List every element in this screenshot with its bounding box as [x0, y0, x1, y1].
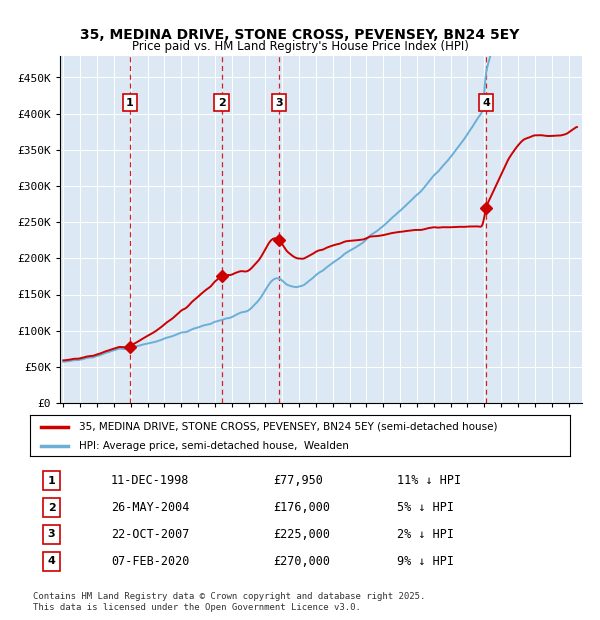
Text: 11% ↓ HPI: 11% ↓ HPI	[397, 474, 461, 487]
Text: 07-FEB-2020: 07-FEB-2020	[111, 555, 190, 568]
Text: 35, MEDINA DRIVE, STONE CROSS, PEVENSEY, BN24 5EY (semi-detached house): 35, MEDINA DRIVE, STONE CROSS, PEVENSEY,…	[79, 422, 497, 432]
Text: 5% ↓ HPI: 5% ↓ HPI	[397, 501, 454, 514]
Text: 22-OCT-2007: 22-OCT-2007	[111, 528, 190, 541]
Text: 2: 2	[48, 503, 55, 513]
Text: 9% ↓ HPI: 9% ↓ HPI	[397, 555, 454, 568]
Text: 3: 3	[48, 529, 55, 539]
Text: 4: 4	[482, 98, 490, 108]
Text: 26-MAY-2004: 26-MAY-2004	[111, 501, 190, 514]
Text: 3: 3	[275, 98, 283, 108]
Text: HPI: Average price, semi-detached house,  Wealden: HPI: Average price, semi-detached house,…	[79, 441, 349, 451]
Text: 35, MEDINA DRIVE, STONE CROSS, PEVENSEY, BN24 5EY: 35, MEDINA DRIVE, STONE CROSS, PEVENSEY,…	[80, 28, 520, 42]
Text: £270,000: £270,000	[273, 555, 330, 568]
Text: 1: 1	[126, 98, 134, 108]
Text: Price paid vs. HM Land Registry's House Price Index (HPI): Price paid vs. HM Land Registry's House …	[131, 40, 469, 53]
Text: £77,950: £77,950	[273, 474, 323, 487]
Text: £225,000: £225,000	[273, 528, 330, 541]
Text: 4: 4	[47, 556, 56, 566]
Text: 1: 1	[48, 476, 55, 485]
Text: Contains HM Land Registry data © Crown copyright and database right 2025.
This d: Contains HM Land Registry data © Crown c…	[33, 592, 425, 611]
Text: 2% ↓ HPI: 2% ↓ HPI	[397, 528, 454, 541]
Text: 2: 2	[218, 98, 226, 108]
Text: £176,000: £176,000	[273, 501, 330, 514]
Text: 11-DEC-1998: 11-DEC-1998	[111, 474, 190, 487]
